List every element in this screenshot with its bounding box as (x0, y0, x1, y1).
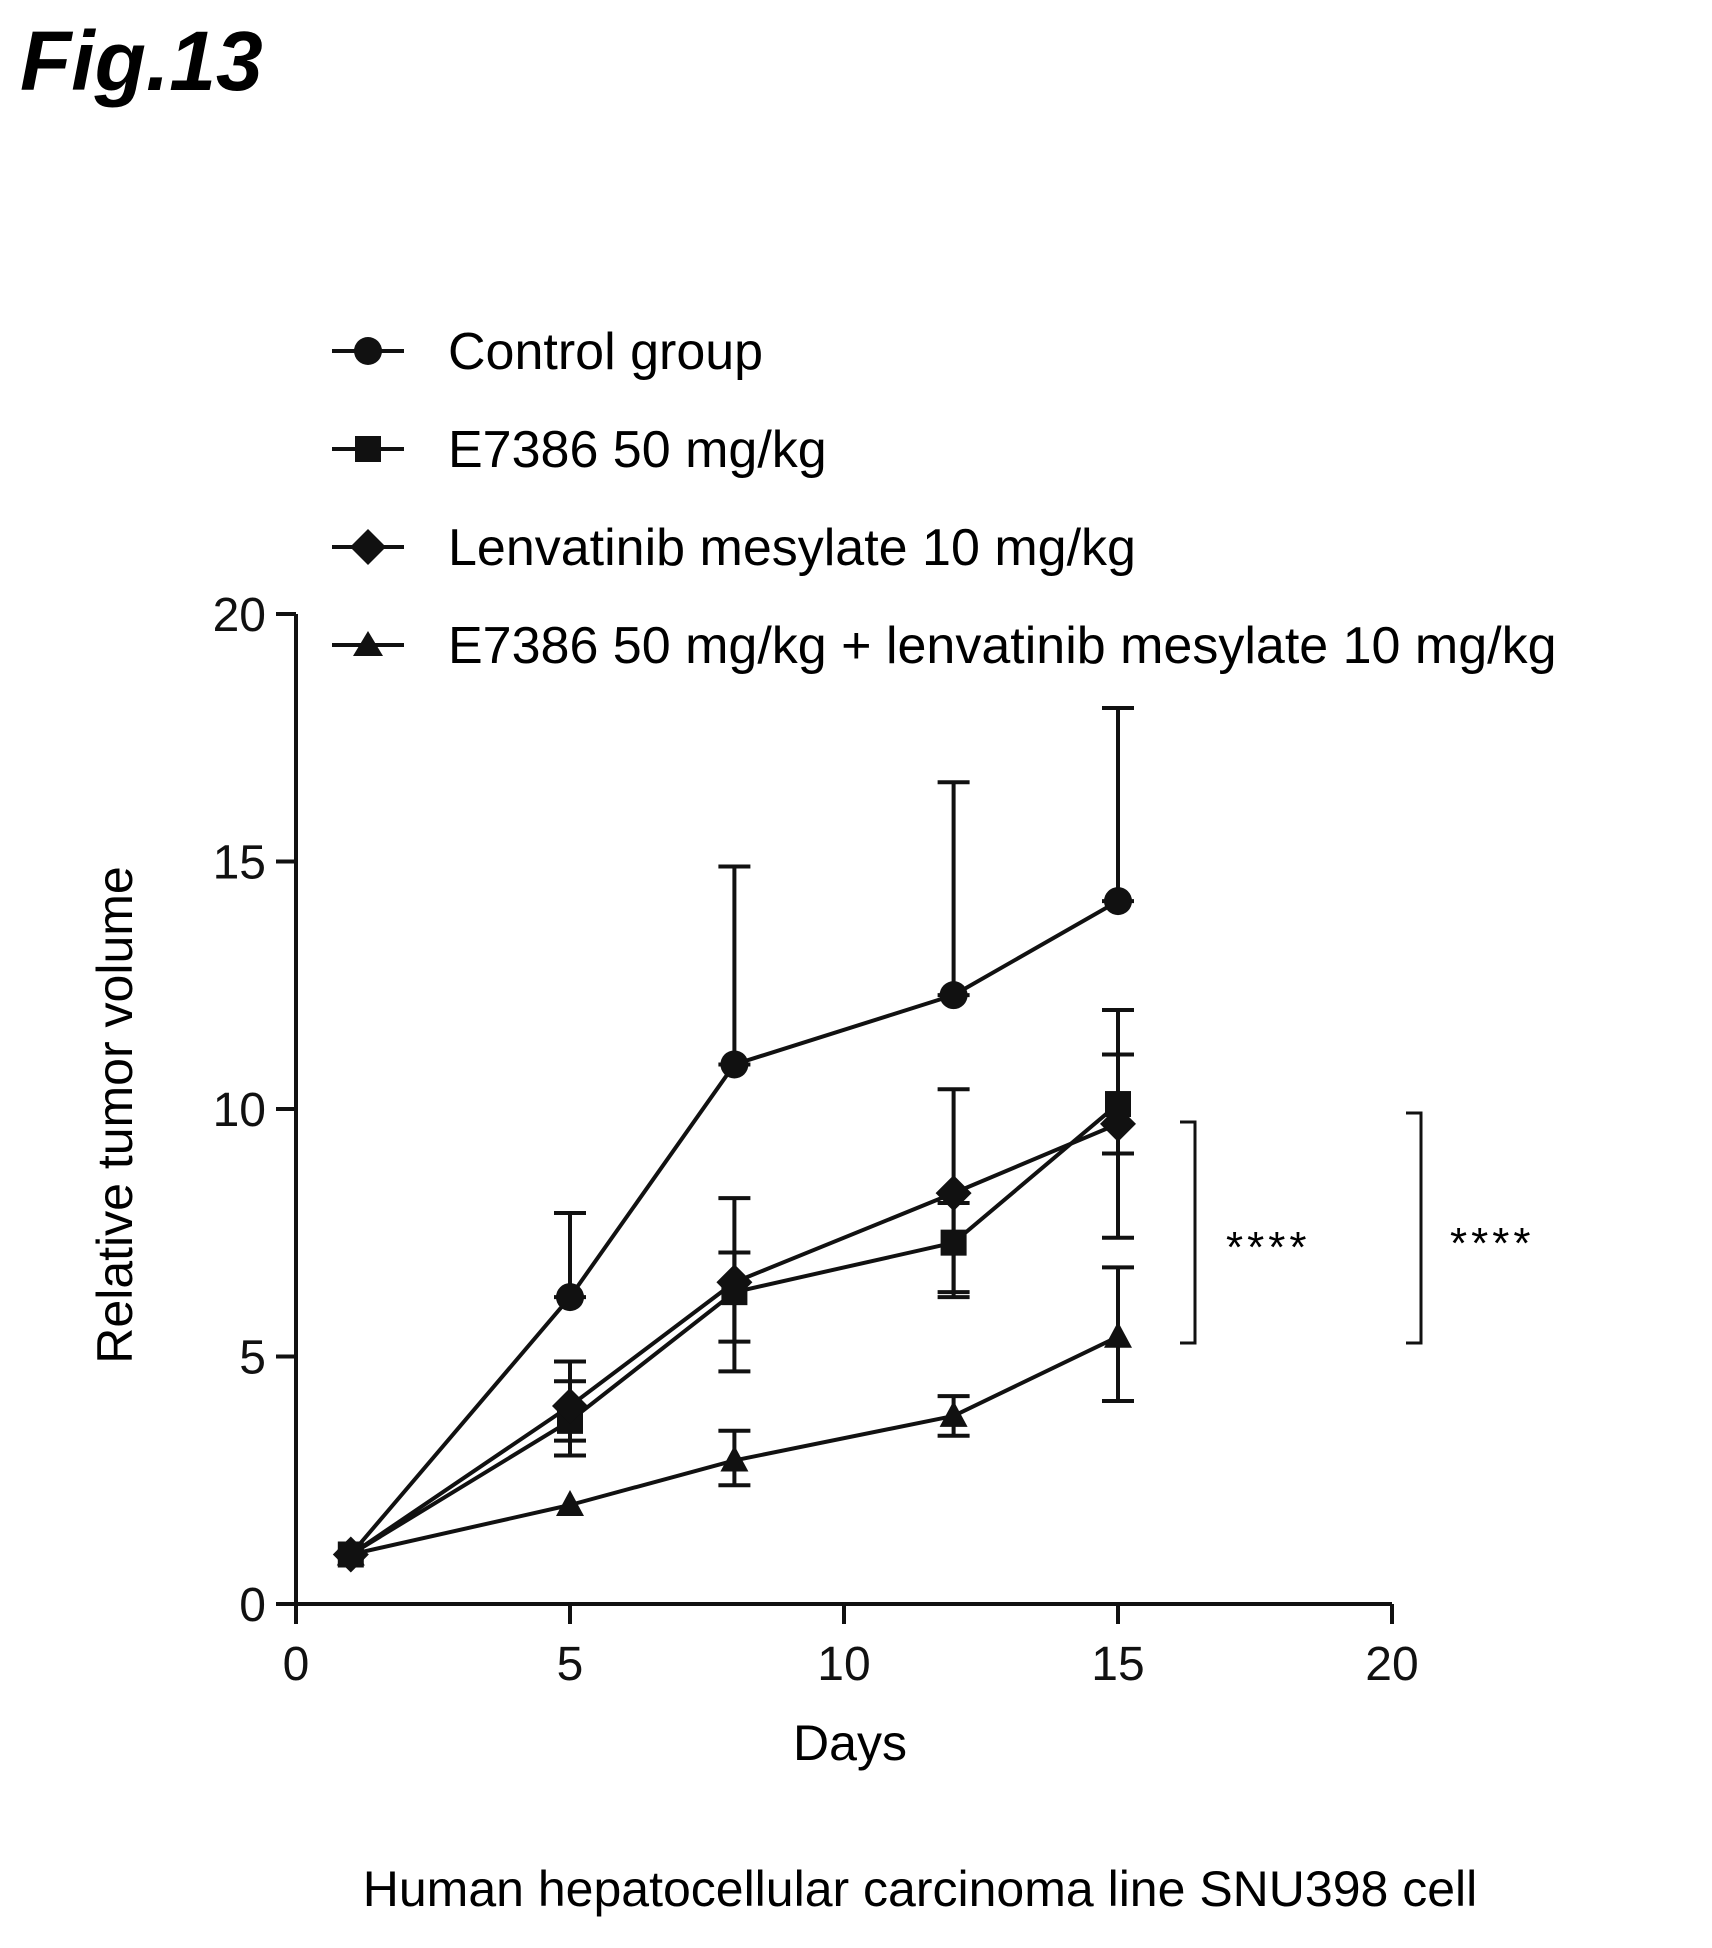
legend-marker-control (354, 337, 382, 365)
legend-label-e7386: E7386 50 mg/kg (448, 421, 827, 479)
legend-entry-combination: E7386 50 mg/kg + lenvatinib mesylate 10 … (332, 617, 1557, 675)
y-tick-label: 20 (213, 589, 266, 642)
data-point-triangle (939, 1400, 968, 1427)
legend-marker-combination (353, 631, 383, 656)
x-tick-label: 10 (817, 1638, 870, 1691)
data-point-circle (1104, 887, 1132, 916)
data-point-triangle (336, 1539, 365, 1566)
significance-bracket-1 (1180, 1120, 1197, 1345)
legend-label-combination: E7386 50 mg/kg + lenvatinib mesylate 10 … (448, 617, 1557, 675)
data-point-diamond (935, 1175, 972, 1212)
significance-label-1: **** (1226, 1223, 1311, 1272)
significance-label-2: **** (1450, 1219, 1535, 1268)
y-ticks: 0 5 10 15 20 (213, 589, 296, 1632)
error-bars (554, 706, 1134, 1488)
data-point-triangle (1104, 1321, 1132, 1348)
legend-entry-lenvatinib: Lenvatinib mesylate 10 mg/kg (332, 519, 1136, 577)
x-axis-label: Days (793, 1715, 907, 1771)
significance-bracket-2 (1406, 1111, 1423, 1345)
data-point-triangle (556, 1490, 584, 1516)
x-tick-label: 0 (283, 1638, 310, 1691)
legend-entry-e7386: E7386 50 mg/kg (332, 421, 827, 479)
legend-label-lenvatinib: Lenvatinib mesylate 10 mg/kg (448, 519, 1136, 577)
data-point-triangle (720, 1445, 749, 1472)
y-axis-label: Relative tumor volume (87, 866, 143, 1363)
data-markers (332, 887, 1136, 1573)
legend-label-control: Control group (448, 323, 763, 381)
y-tick-label: 0 (239, 1579, 266, 1632)
y-tick-label: 15 (213, 837, 266, 890)
data-point-diamond (716, 1264, 753, 1301)
data-point-diamond (1100, 1105, 1136, 1142)
data-point-diamond (552, 1388, 588, 1424)
legend-entry-control: Control group (332, 323, 763, 381)
figure-caption: Human hepatocellular carcinoma line SNU3… (363, 1861, 1477, 1917)
significance-annotations: **** **** (1180, 1111, 1535, 1345)
x-tick-label: 15 (1091, 1638, 1144, 1691)
x-tick-label: 5 (557, 1638, 584, 1691)
data-point-circle (720, 1050, 749, 1079)
legend: Control group E7386 50 mg/kg Lenvatinib … (332, 323, 1557, 675)
data-point-square (940, 1229, 967, 1256)
x-tick-label: 20 (1365, 1638, 1418, 1691)
y-tick-label: 5 (239, 1332, 266, 1385)
axes (294, 614, 1392, 1606)
legend-marker-lenvatinib (350, 529, 386, 565)
x-ticks: 0 5 10 15 20 (283, 1604, 1419, 1691)
y-tick-label: 10 (213, 1084, 266, 1137)
figure-label: Fig.13 (20, 14, 263, 108)
legend-marker-e7386 (355, 436, 381, 462)
data-point-circle (939, 981, 968, 1010)
data-point-circle (556, 1283, 584, 1312)
